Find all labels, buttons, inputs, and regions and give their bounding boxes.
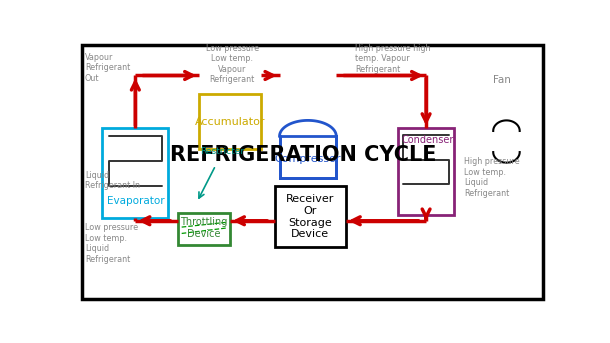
Bar: [274, 187, 346, 247]
Text: Restricter: Restricter: [200, 147, 244, 156]
Text: Fan: Fan: [493, 75, 511, 85]
Text: Compressor: Compressor: [274, 154, 341, 165]
Text: Liquid
Refrigerant In: Liquid Refrigerant In: [85, 170, 140, 190]
Bar: [279, 136, 336, 178]
Text: Condenser: Condenser: [401, 135, 454, 145]
Text: REFRIGERATION CYCLE: REFRIGERATION CYCLE: [170, 145, 436, 165]
Text: High pressure high
temp. Vapour
Refrigerant: High pressure high temp. Vapour Refriger…: [355, 44, 431, 74]
Text: Receiver
Or
Storage
Device: Receiver Or Storage Device: [286, 194, 334, 239]
Bar: [199, 94, 260, 150]
Bar: [398, 128, 454, 215]
Text: Accumulator: Accumulator: [195, 117, 265, 127]
Text: High pressure
Low temp.
Liquid
Refrigerant: High pressure Low temp. Liquid Refrigera…: [464, 157, 520, 198]
Text: Low pressure
Low temp.
Vapour
Refrigerant: Low pressure Low temp. Vapour Refrigeran…: [206, 44, 259, 84]
Text: Throttling
Device: Throttling Device: [180, 217, 228, 239]
Text: Evaporator: Evaporator: [107, 196, 164, 206]
Text: Low pressure
Low temp.
Liquid
Refrigerant: Low pressure Low temp. Liquid Refrigeran…: [85, 223, 138, 264]
Text: Vapour
Refrigerant
Out: Vapour Refrigerant Out: [85, 53, 130, 83]
Bar: [178, 213, 230, 245]
Bar: [102, 128, 168, 218]
